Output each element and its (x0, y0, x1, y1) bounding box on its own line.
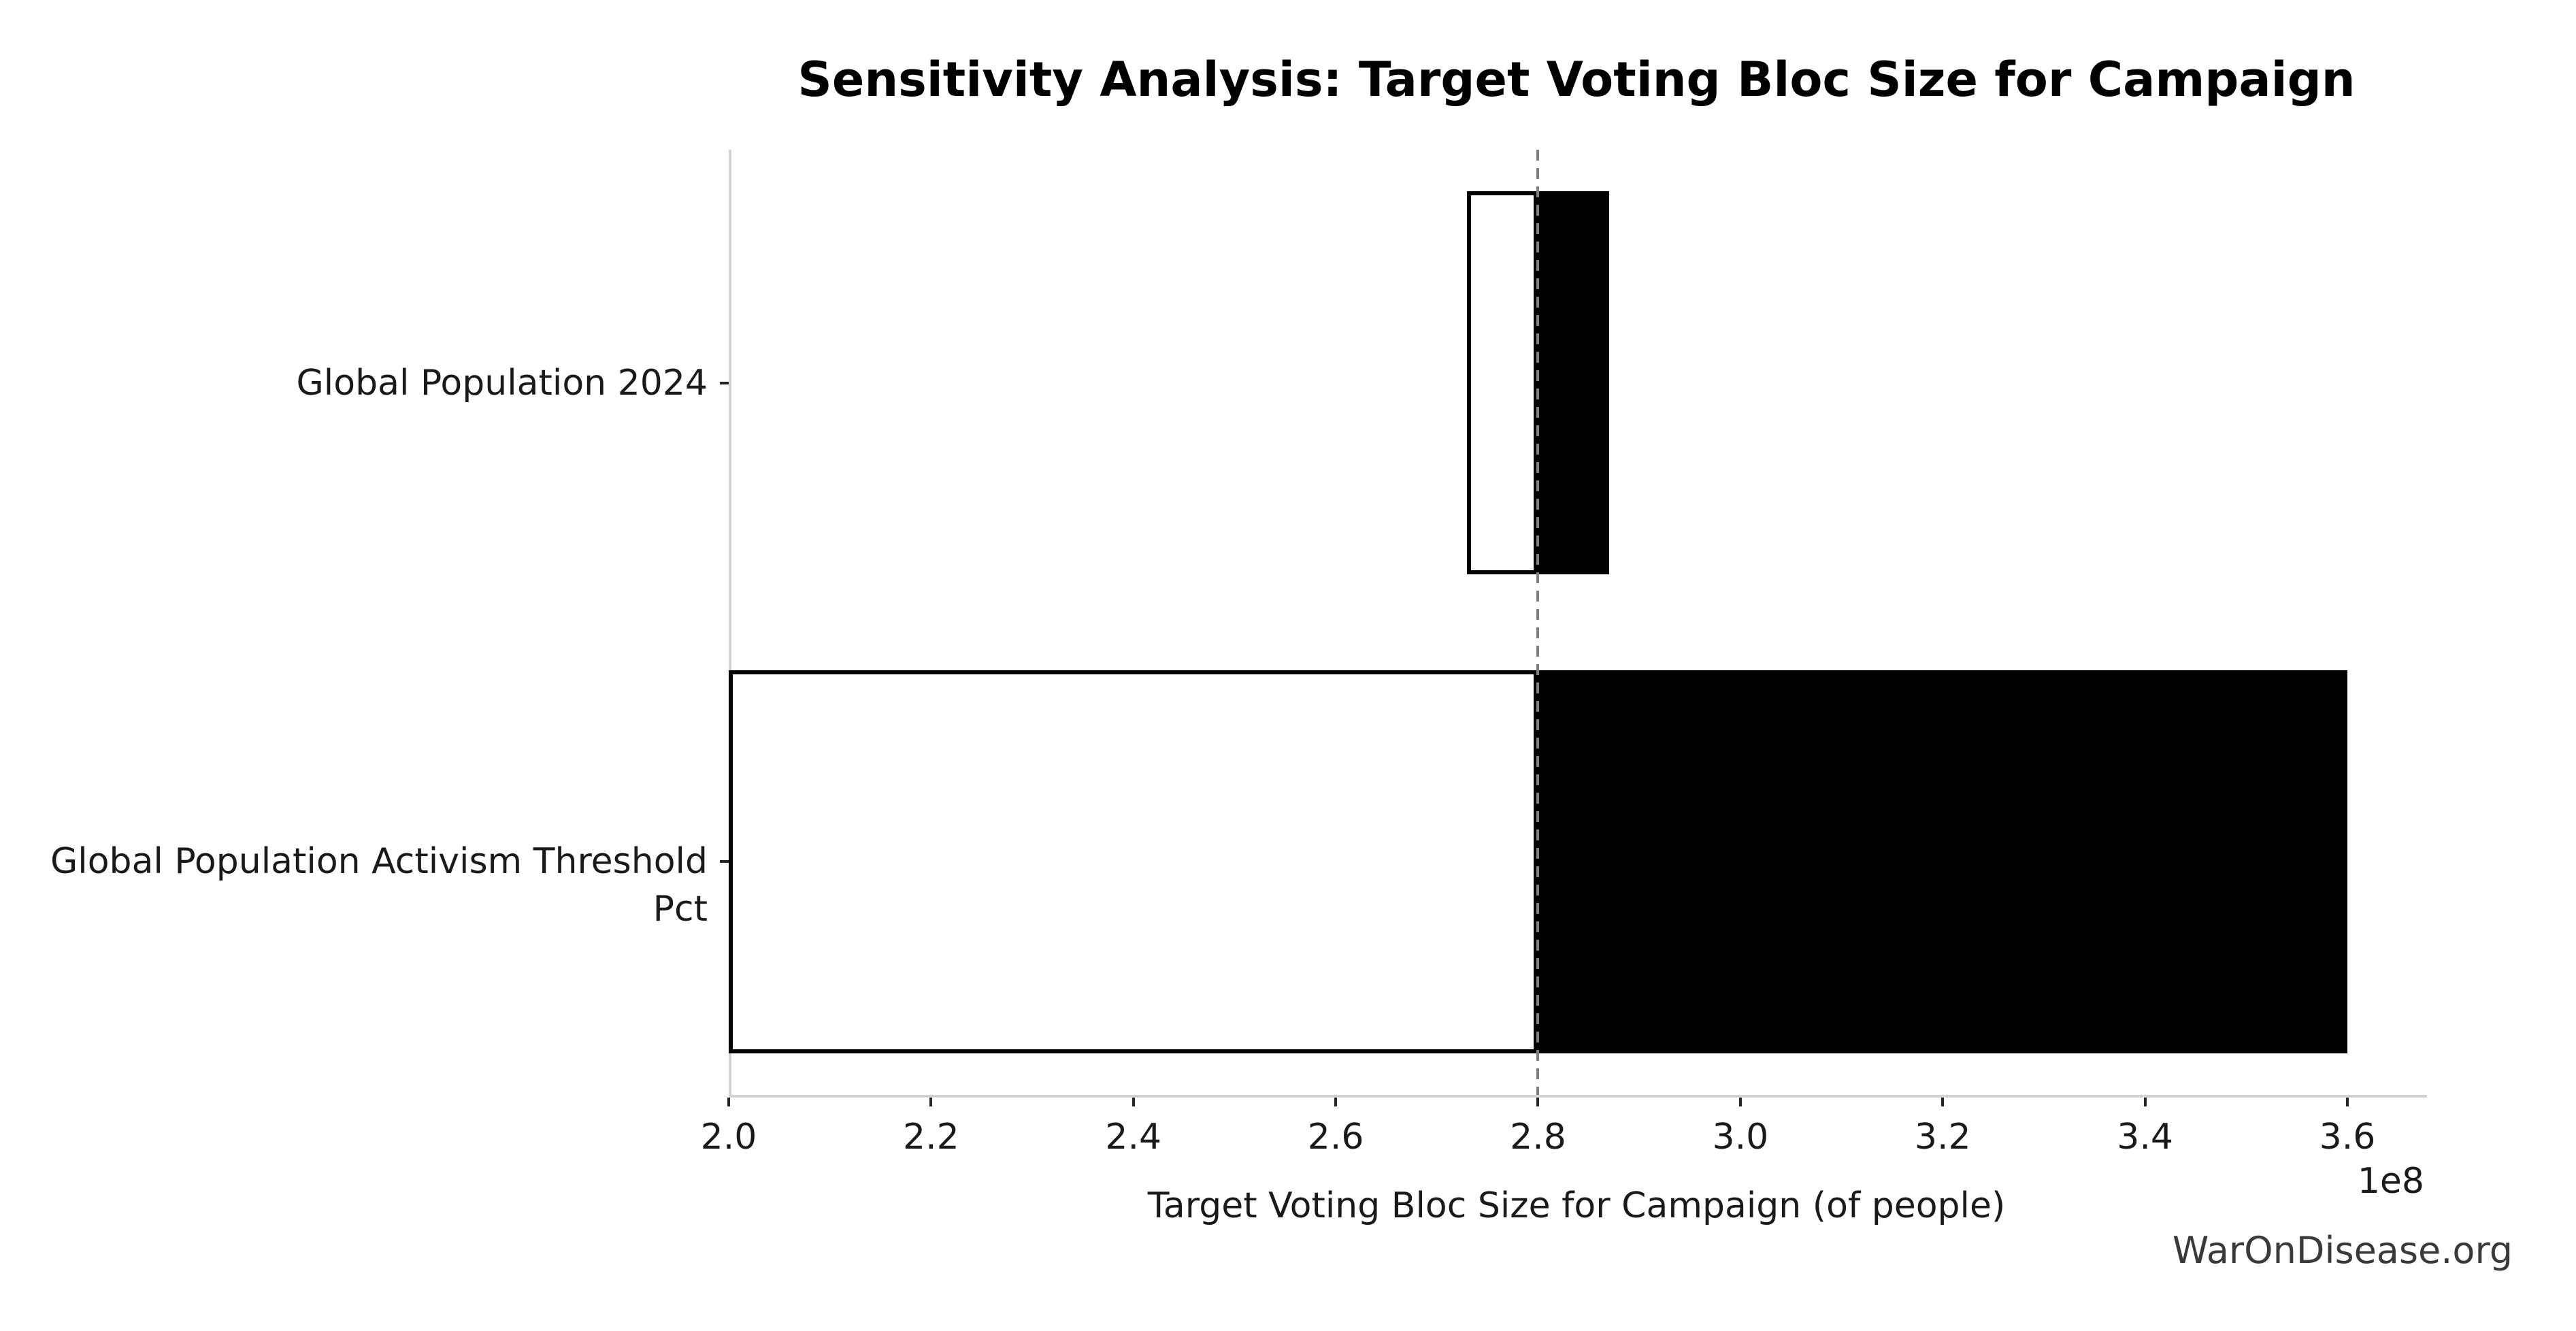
x-tick-label: 2.0 (700, 1117, 757, 1157)
x-tick-label: 2.8 (1510, 1117, 1566, 1157)
bar-segment-high (1538, 191, 1609, 575)
bar-segment-low (729, 670, 1538, 1053)
x-tick-mark (1536, 1098, 1540, 1106)
chart-title: Sensitivity Analysis: Target Voting Bloc… (797, 52, 2356, 108)
x-tick-mark (1132, 1098, 1135, 1106)
x-tick-mark (1738, 1098, 1742, 1106)
bar-segment-low (1467, 191, 1538, 575)
baseline-dashed-line (1536, 150, 1540, 1095)
y-tick-mark (720, 381, 729, 384)
watermark-text: WarOnDisease.org (2172, 1229, 2513, 1272)
y-tick-mark (720, 860, 729, 864)
x-tick-label: 2.2 (903, 1117, 959, 1157)
plot-area (729, 150, 2427, 1098)
x-tick-label: 3.2 (1914, 1117, 1971, 1157)
y-tick-label: Global Population 2024 (296, 362, 708, 404)
y-tick-label: Global Population Activism Threshold Pct (50, 841, 708, 930)
x-tick-mark (2143, 1098, 2147, 1106)
x-tick-mark (1334, 1098, 1338, 1106)
x-axis-offset-multiplier-label: 1e8 (2357, 1161, 2424, 1202)
x-tick-label: 3.4 (2117, 1117, 2173, 1157)
bar-segment-high (1538, 670, 2347, 1053)
x-tick-mark (1941, 1098, 1945, 1106)
x-tick-mark (727, 1098, 730, 1106)
x-tick-label: 3.0 (1712, 1117, 1769, 1157)
x-tick-label: 2.6 (1307, 1117, 1364, 1157)
x-tick-label: 3.6 (2319, 1117, 2376, 1157)
x-tick-mark (929, 1098, 933, 1106)
x-tick-label: 2.4 (1105, 1117, 1162, 1157)
x-axis-label: Target Voting Bloc Size for Campaign (of… (1147, 1185, 2006, 1226)
x-tick-mark (2345, 1098, 2349, 1106)
